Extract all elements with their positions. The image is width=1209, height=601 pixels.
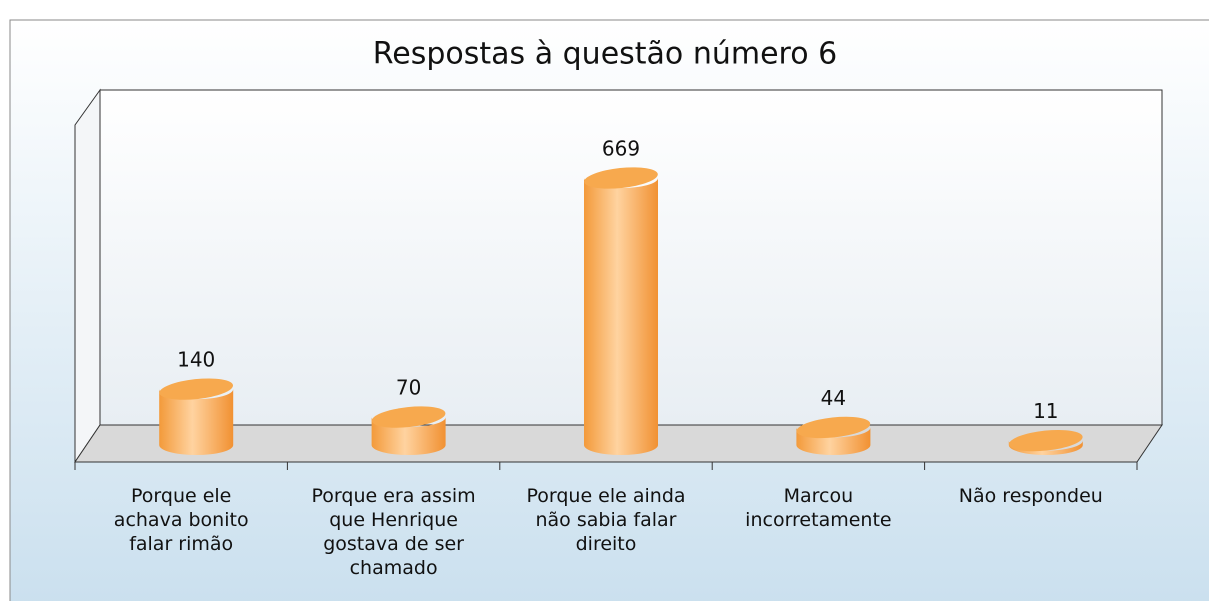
cylinder — [796, 416, 871, 455]
chart-title: Respostas à questão número 6 — [373, 37, 837, 72]
value-label: 70 — [396, 376, 421, 400]
cylinder — [159, 378, 234, 455]
cylinder — [371, 406, 446, 455]
cylinder — [1008, 429, 1083, 455]
value-label: 44 — [821, 386, 846, 410]
x-tick-label: Porque ele achava bonito falar rimão — [113, 485, 249, 555]
value-label: 669 — [602, 137, 640, 161]
cylinder — [584, 167, 658, 455]
x-tick-label: Porque era assim que Henrique gostava de… — [311, 485, 476, 579]
x-tick-label: Marcou incorretamente — [745, 485, 892, 531]
side-wall — [74, 88, 101, 464]
value-label: 11 — [1033, 399, 1058, 423]
x-tick-label: Porque ele ainda não sabia falar direito — [526, 485, 686, 555]
x-tick-label: Não respondeu — [958, 485, 1103, 507]
value-label: 140 — [177, 348, 215, 372]
